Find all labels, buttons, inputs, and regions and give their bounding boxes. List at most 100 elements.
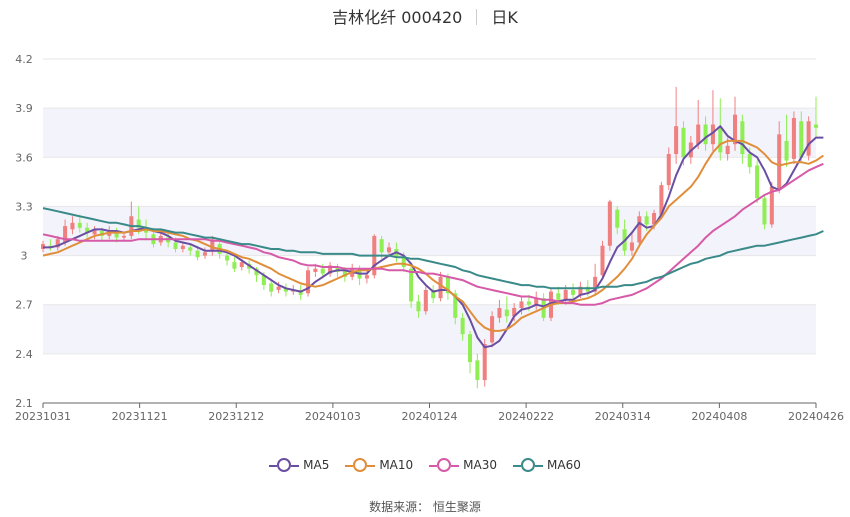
candle-body (401, 257, 406, 268)
candle-body (188, 247, 193, 251)
candle-body (644, 216, 649, 225)
legend-line-icon (535, 465, 544, 467)
legend-item-ma30[interactable]: MA30 (429, 458, 497, 472)
x-tick-label: 20240222 (498, 410, 554, 423)
candle-body (431, 289, 436, 299)
candle-body (239, 262, 244, 268)
candle-body (526, 301, 531, 305)
legend-line-icon (345, 465, 354, 467)
candle-body (732, 114, 738, 145)
candle-body (696, 124, 701, 145)
candle-body (232, 262, 237, 269)
y-tick-label: 2.4 (15, 348, 33, 361)
x-tick-label: 20240408 (691, 410, 747, 423)
candle-body (386, 247, 392, 253)
candle-body (556, 293, 561, 300)
legend-line-icon (513, 465, 522, 467)
grid-band (43, 108, 816, 158)
candle-body (121, 235, 127, 238)
x-tick-label: 20231031 (15, 410, 71, 423)
grid-band (43, 304, 816, 354)
candle-body (460, 317, 465, 335)
candle-body (600, 245, 605, 276)
legend-label: MA10 (379, 458, 414, 472)
legend-line-icon (269, 465, 278, 467)
x-axis: 20231031 20231121 20231212 20240103 20240124… (15, 402, 844, 423)
candle-body (578, 286, 583, 295)
legend-label: MA30 (463, 458, 498, 472)
candle-body (379, 239, 384, 253)
candle-body (791, 117, 796, 159)
candle-body (571, 289, 576, 295)
y-axis: 4.2 3.9 3.6 3.3 3 2.7 2.4 2.1 (15, 53, 33, 410)
header-separator (476, 9, 478, 25)
candle-body (85, 227, 90, 233)
candle-body (615, 209, 620, 228)
x-tick-label: 20240314 (595, 410, 651, 423)
candle-body (519, 301, 524, 308)
candle-body (342, 270, 347, 277)
legend-circle-icon (521, 458, 536, 472)
candle-body (784, 140, 789, 161)
candle-body (180, 245, 185, 250)
candle-body (409, 268, 414, 302)
candle-body (210, 239, 215, 251)
legend-circle-icon (277, 458, 292, 472)
candle-body (799, 121, 804, 158)
candle-body (225, 255, 230, 261)
candle-body (718, 127, 723, 153)
candle-body (306, 270, 311, 294)
y-tick-label: 3.9 (15, 102, 33, 115)
legend-item-ma5[interactable]: MA5 (269, 458, 329, 472)
chart-title: 吉林化纤 000420 (332, 8, 463, 27)
candle-body (320, 268, 325, 274)
candle-body (173, 242, 178, 250)
candle-body (747, 154, 752, 168)
candle-body (313, 268, 318, 272)
candle-body (806, 121, 811, 156)
candle-body (490, 316, 495, 343)
series-line-ma10 (42, 139, 824, 332)
candle-body (534, 298, 539, 305)
series-line-ma60 (42, 207, 824, 290)
candle-body (659, 185, 664, 215)
candle-body (136, 219, 141, 228)
candle-body (703, 124, 708, 145)
candle-body (813, 124, 819, 128)
candle-body (777, 134, 782, 191)
candle-body (261, 275, 266, 286)
legend-circle-icon (437, 458, 452, 472)
candle-body (593, 276, 598, 292)
candle-body (512, 307, 517, 317)
y-tick-label: 2.1 (15, 397, 33, 410)
candle-body (63, 226, 68, 243)
candle-body (725, 145, 730, 155)
legend: MA5 MA10 MA30 MA60 (0, 458, 850, 472)
data-source: 数据来源： 恒生聚源 (369, 500, 481, 514)
legend-label: MA5 (303, 458, 330, 472)
candle-body (710, 124, 715, 145)
candle-body (681, 127, 686, 158)
x-tick-label: 20240124 (402, 410, 458, 423)
y-tick-label: 2.7 (15, 299, 33, 312)
y-tick-label: 4.2 (15, 53, 33, 66)
x-tick-label: 20240103 (305, 410, 361, 423)
legend-line-icon (429, 465, 438, 467)
candle-body (77, 222, 82, 228)
legend-item-ma10[interactable]: MA10 (345, 458, 413, 472)
candle-body (416, 301, 421, 312)
candle-body (755, 165, 760, 199)
x-tick-label: 20231121 (112, 410, 168, 423)
candle-body (202, 252, 207, 256)
candle-body (445, 276, 450, 294)
candle-body (740, 121, 745, 155)
legend-item-ma60[interactable]: MA60 (513, 458, 581, 472)
x-tick-label: 20240426 (788, 410, 844, 423)
candle-body (607, 201, 612, 246)
candle-body (504, 309, 509, 317)
candle-body (652, 212, 657, 225)
period-label[interactable]: 日K (491, 8, 518, 27)
candle-body (453, 293, 458, 318)
